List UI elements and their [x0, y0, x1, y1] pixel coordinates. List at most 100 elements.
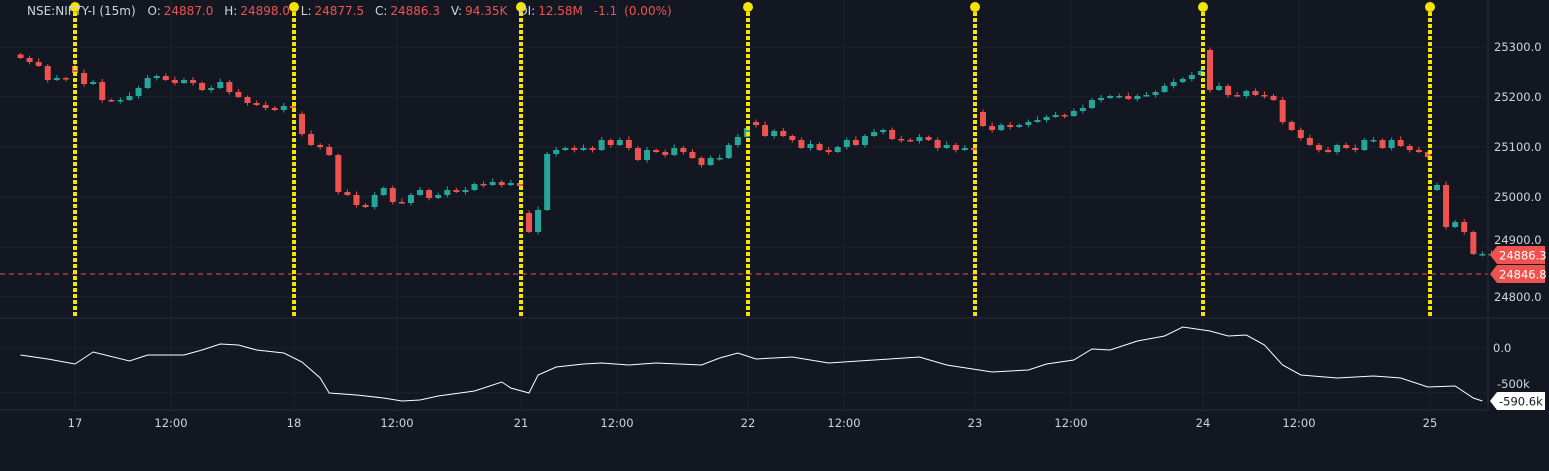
candle-body [771, 131, 778, 136]
price-tick-label: 25300.0 [1494, 40, 1542, 54]
candle-body [1479, 254, 1486, 256]
oi-label: OI: [518, 4, 536, 18]
indicator-value-tag: -590.6k [1490, 392, 1545, 410]
candles [17, 47, 1495, 257]
candle-body [1088, 100, 1095, 108]
candle-body [707, 158, 714, 165]
session-flag-icon[interactable] [289, 2, 299, 12]
last-price-tag: 24886.3 [1490, 246, 1547, 264]
time-axis[interactable]: 17 12:00 18 12:00 21 12:00 22 12:00 23 12:00 24 12:… [68, 416, 1438, 430]
candle-body [1334, 145, 1341, 152]
candle-body [108, 100, 115, 102]
candle-body [1116, 96, 1123, 98]
candle-body [289, 106, 296, 108]
symbol-title[interactable]: NSE:NIFTY-I (15m) [27, 4, 136, 18]
candle-body [634, 148, 641, 160]
candle-body [26, 58, 33, 62]
candle-body [871, 132, 878, 136]
candle-body [1252, 91, 1259, 95]
candle-body [280, 106, 287, 110]
time-tick-label: 12:00 [1054, 416, 1087, 430]
candle-body [471, 184, 478, 190]
candle-body [898, 139, 905, 141]
time-tick-label: 12:00 [1282, 416, 1315, 430]
candle-body [780, 131, 787, 136]
candle-body [625, 140, 632, 148]
candle-body [916, 137, 923, 141]
candle-body [1434, 185, 1440, 190]
candle-body [516, 183, 523, 186]
price-tick-label: 24900.0 [1494, 233, 1542, 247]
candle-body [970, 148, 977, 150]
candle-body [153, 76, 160, 78]
candle-body [317, 145, 324, 147]
indicator-tick-zero: 0.0 [1493, 341, 1511, 355]
session-flag-icon[interactable] [743, 2, 753, 12]
candle-body [1270, 96, 1277, 100]
candle-body [308, 134, 315, 145]
session-flag-icon[interactable] [516, 2, 526, 12]
candle-body [943, 145, 950, 148]
candle-body [1161, 86, 1168, 92]
candle-body [371, 195, 378, 207]
candle-body [498, 182, 505, 185]
candle-body [1306, 138, 1313, 145]
session-flag-icon[interactable] [1425, 2, 1435, 12]
candle-body [1107, 96, 1114, 98]
candle-body [907, 140, 914, 142]
candle-body [253, 103, 260, 105]
open-value: 24887.0 [163, 4, 214, 18]
candle-body [734, 137, 741, 145]
candle-body [1443, 185, 1450, 227]
time-tick-label: 25 [1423, 416, 1438, 430]
candle-body [1315, 145, 1322, 150]
candle-body [90, 82, 97, 84]
candle-body [716, 158, 723, 160]
candle-body [417, 190, 424, 195]
candle-body [1379, 140, 1386, 148]
high-label: H: [224, 4, 238, 18]
session-flag-icon[interactable] [70, 2, 80, 12]
candle-body [952, 145, 959, 150]
candle-body [389, 188, 396, 202]
candle-body [144, 78, 151, 88]
candle-body [589, 148, 596, 150]
session-flag-icon[interactable] [970, 2, 980, 12]
candle-body [171, 80, 178, 83]
time-tick-label: 24 [1196, 416, 1211, 430]
time-tick-label: 17 [68, 416, 83, 430]
candle-body [17, 54, 24, 58]
candle-body [680, 148, 687, 152]
time-tick-label: 22 [741, 416, 756, 430]
session-flag-icon[interactable] [1198, 2, 1208, 12]
candle-body [489, 182, 496, 185]
symbol-legend: NSE:NIFTY-I (15m) O: 24887.0 H: 24898.0 L:… [27, 4, 679, 18]
candle-body [444, 190, 451, 195]
price-tick-label: 25100.0 [1494, 140, 1542, 154]
candle-body [653, 150, 660, 152]
candle-body [507, 183, 514, 185]
candle-body [644, 150, 651, 160]
indicator-value-label: -590.6k [1499, 395, 1543, 409]
candle-body [861, 136, 868, 145]
candle-body [852, 140, 859, 145]
price-tick-label: 25000.0 [1494, 190, 1542, 204]
time-tick-label: 23 [968, 416, 983, 430]
candle-body [62, 78, 69, 80]
candle-body [453, 190, 460, 192]
candle-body [843, 140, 850, 147]
candle-body [1188, 75, 1195, 79]
candle-body [989, 126, 996, 130]
candle-body [380, 188, 387, 195]
candle-body [226, 82, 233, 92]
line-price-tag: 24846.8 [1490, 265, 1547, 283]
candle-body [1297, 130, 1304, 138]
price-axis[interactable]: 25300.0 25200.0 25100.0 25000.0 24900.0 24800… [1494, 40, 1542, 304]
candle-body [1361, 140, 1368, 150]
indicator-tick-neg500k: -500k [1497, 377, 1530, 391]
open-label: O: [147, 4, 161, 18]
candle-body [81, 73, 88, 84]
time-tick-label: 12:00 [154, 416, 187, 430]
